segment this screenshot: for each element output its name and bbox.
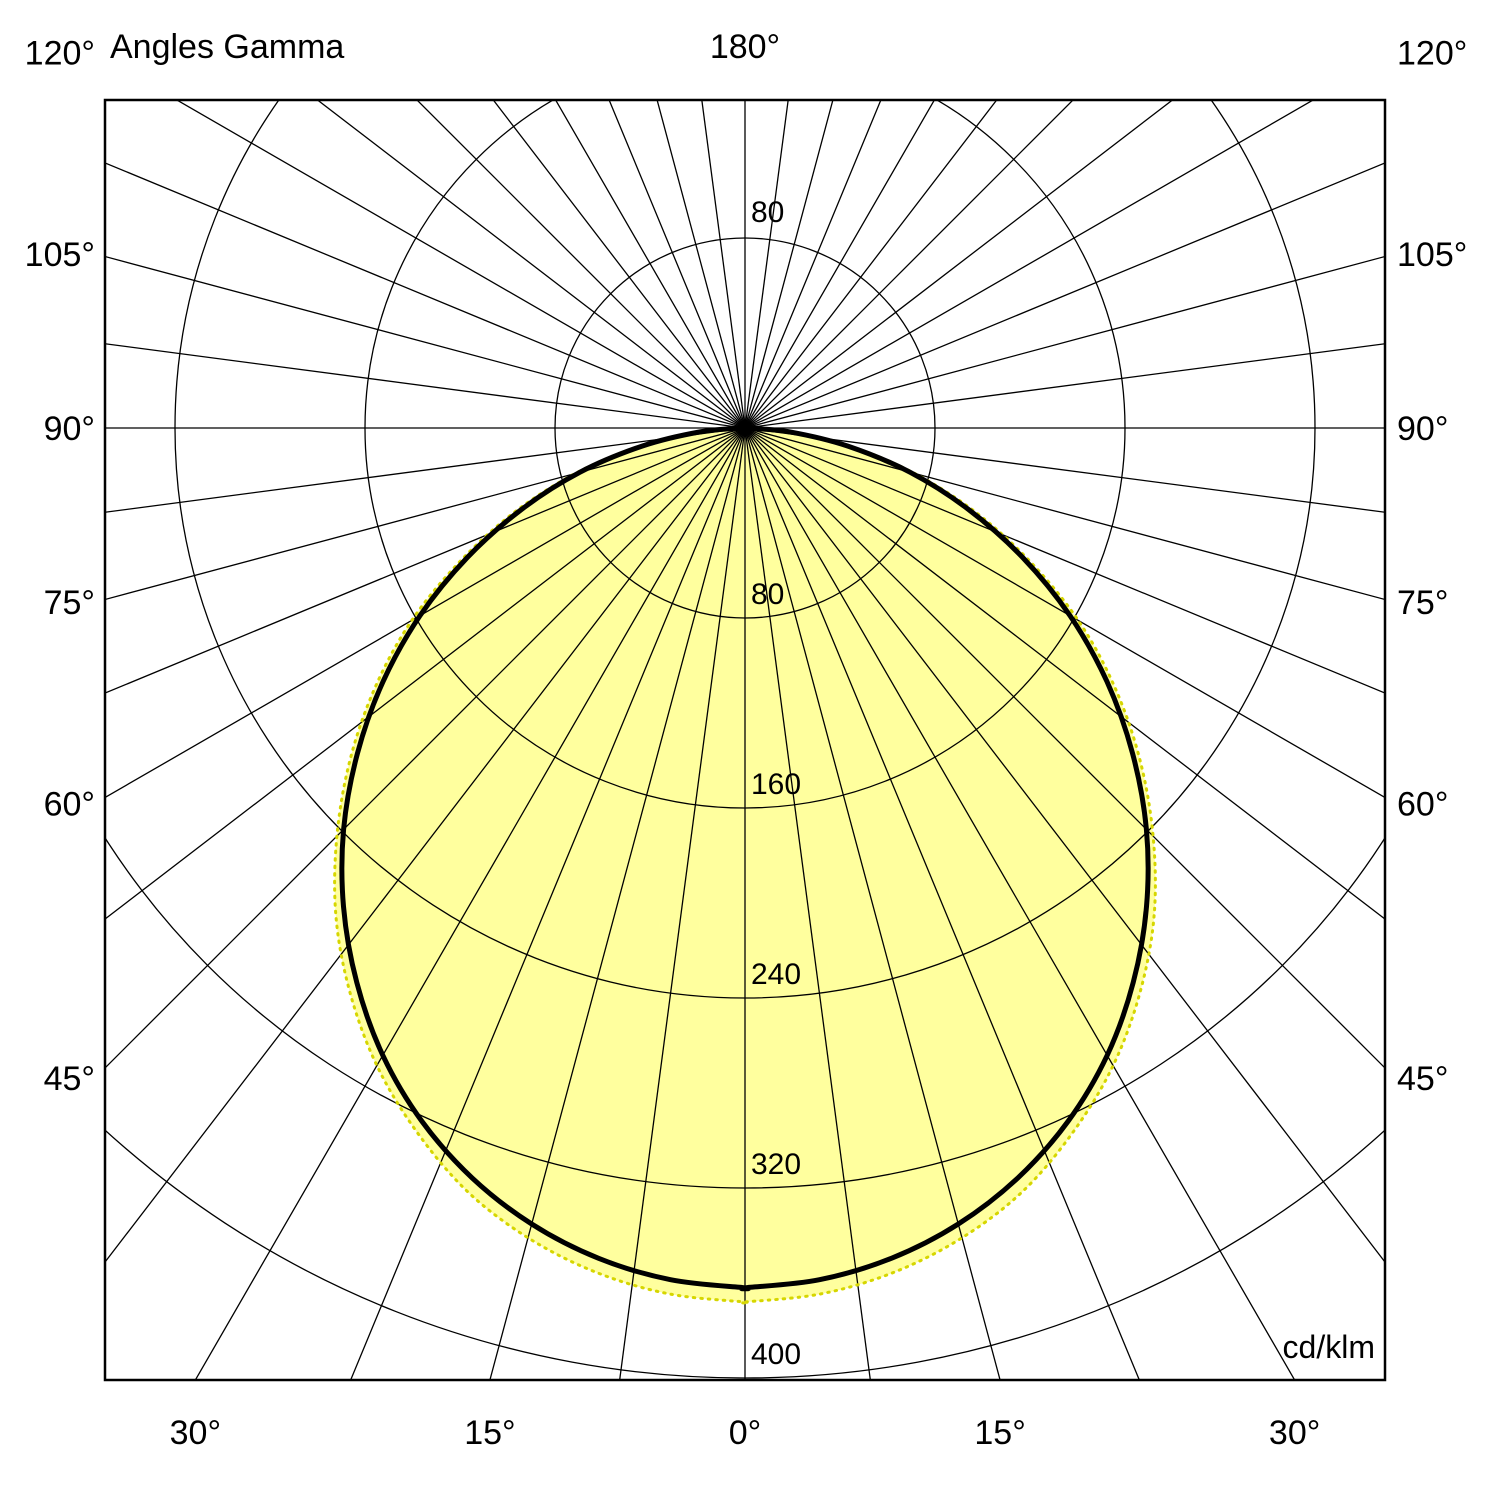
intensity-curve-c0-c180 [339,425,1151,1292]
gamma-label-right-60: 60° [1397,785,1448,823]
gamma-label-bottom-0: 0° [729,1414,762,1452]
gamma-label-left-90: 90° [44,410,95,448]
intensity-curve-c90-c270 [333,426,1157,1305]
plot-border [103,98,1387,1382]
gamma-label-left-75: 75° [44,584,95,622]
radial-tick-label-240: 240 [751,958,801,991]
gamma-label-left-120: 120° [25,35,95,73]
gamma-label-180: 180° [710,28,780,66]
gamma-label-left-45: 45° [44,1060,95,1098]
gamma-label-bottom-15: 15° [974,1414,1025,1452]
gamma-label-right-90: 90° [1397,410,1448,448]
chart-title: Angles Gamma [110,28,344,66]
gamma-label-left-105: 105° [25,236,95,274]
gamma-label-right-105: 105° [1397,236,1467,274]
gamma-label-left-60: 60° [44,785,95,823]
unit-label: cd/klm [1283,1329,1375,1365]
gamma-label-bottom-30: 30° [1269,1414,1320,1452]
radial-tick-label-top-80: 80 [751,196,784,229]
radial-tick-label-160: 160 [751,768,801,801]
radial-tick-label-400: 400 [751,1338,801,1371]
gamma-label-right-120: 120° [1397,35,1467,73]
radial-tick-label-320: 320 [751,1148,801,1181]
gamma-label-bottom--30: 30° [170,1414,221,1452]
gamma-label-right-75: 75° [1397,584,1448,622]
radial-tick-label-80: 80 [751,578,784,611]
gamma-label-right-45: 45° [1397,1060,1448,1098]
gamma-label-bottom--15: 15° [464,1414,515,1452]
